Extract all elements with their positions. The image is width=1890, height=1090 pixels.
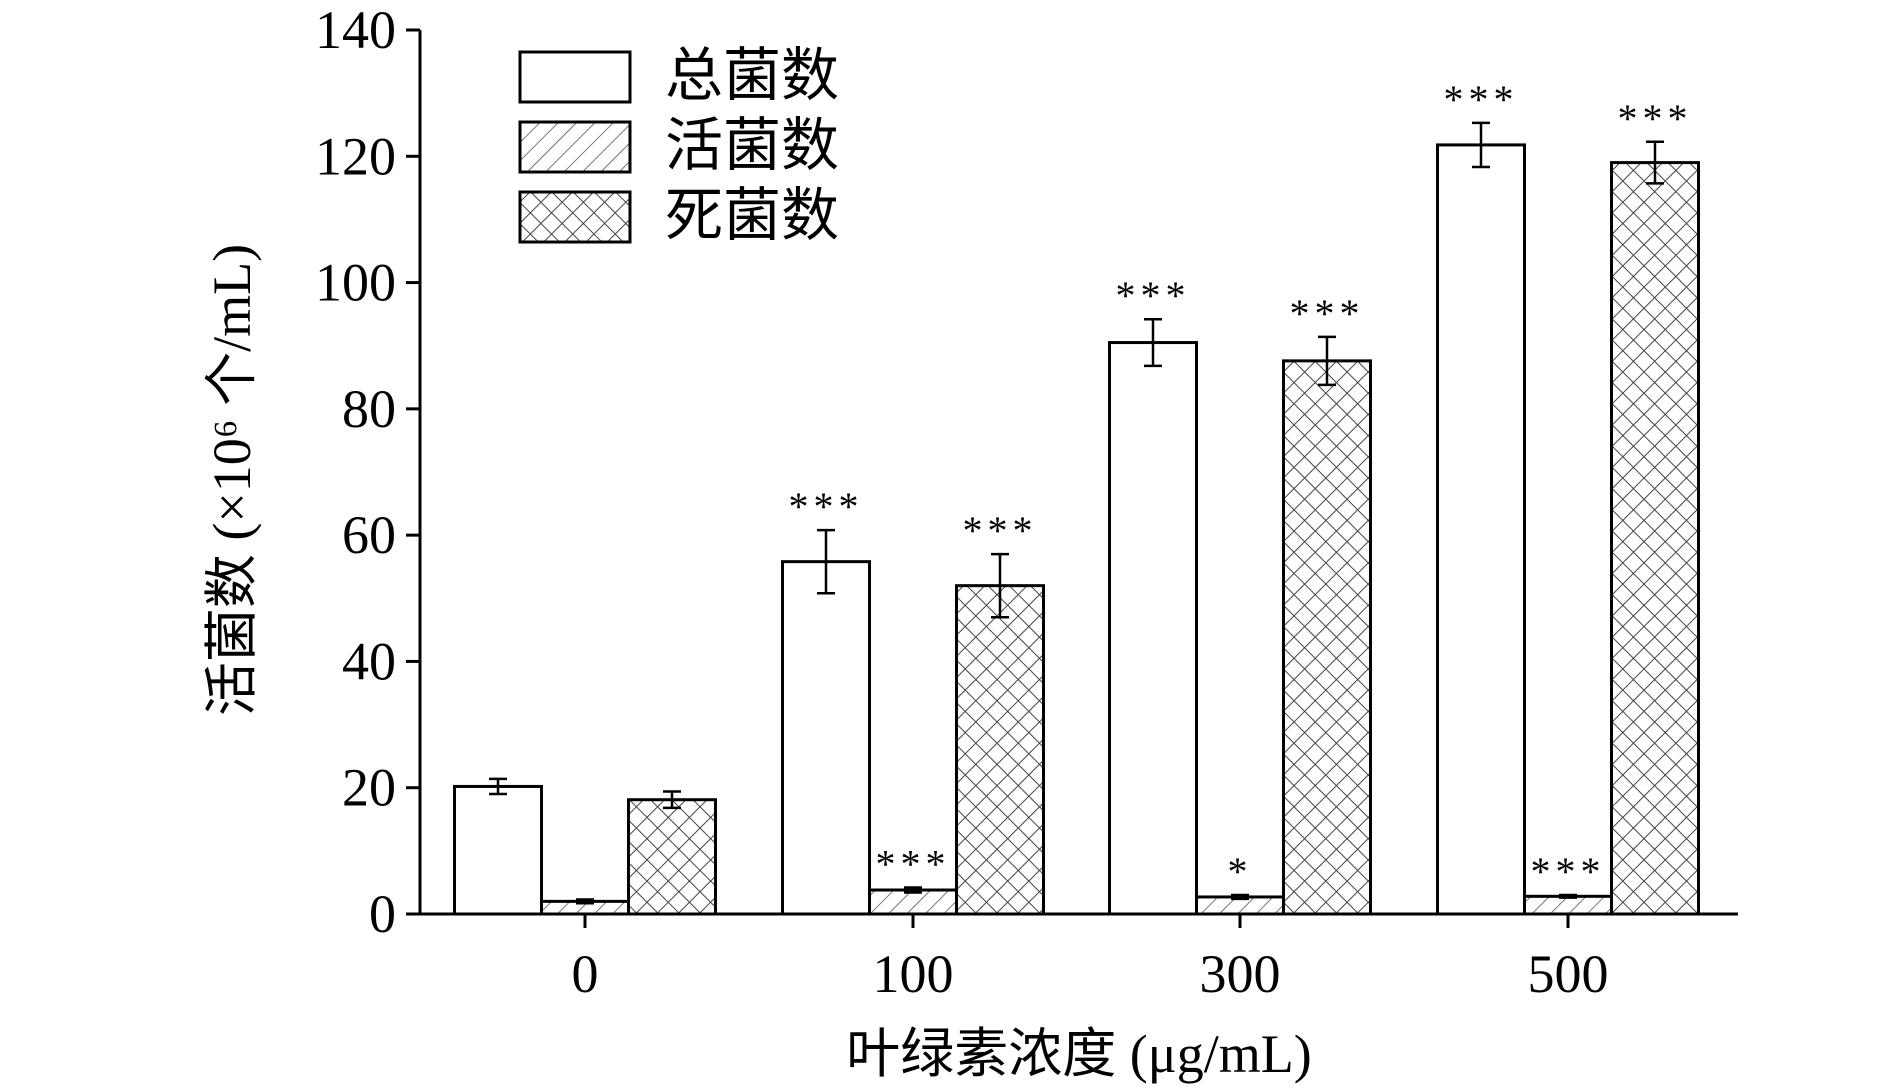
significance-mark: *** [1618,96,1693,141]
legend-swatch [518,190,632,244]
x-tick-label: 100 [873,944,954,1004]
axes [418,30,1738,916]
y-tick-label: 0 [369,884,396,944]
y-tick-label: 80 [342,379,396,439]
legend-swatch [518,50,632,104]
bar-0-1 [781,560,871,916]
x-ticks: 0 100 300 500 [572,914,1609,1004]
y-tick-label: 140 [315,0,396,60]
bar-2-3 [1610,161,1700,916]
bar-0-2 [1108,341,1198,916]
bar-2-0 [627,798,717,916]
bar-2-1 [955,584,1045,916]
x-tick-label: 300 [1200,944,1281,1004]
y-tick-label: 40 [342,631,396,691]
y-tick-label: 20 [342,758,396,818]
x-tick-label: 500 [1528,944,1609,1004]
legend-label: 总菌数 [665,43,839,108]
significance-mark: *** [1444,77,1519,122]
bar-0-0 [453,784,543,916]
y-tick-label: 100 [315,253,396,313]
legend-label: 活菌数 [665,113,839,178]
significance-mark: *** [963,508,1038,553]
bars-layer [453,143,1700,916]
x-axis-title: 叶绿素浓度 (μg/mL) [846,1024,1311,1084]
x-tick-label: 0 [572,944,599,1004]
bar-2-2 [1282,359,1372,916]
significance-layer: ************ * ************ [789,77,1693,894]
errorbars-layer [489,121,1664,905]
legend-swatch [518,120,632,174]
y-tick-label: 60 [342,505,396,565]
significance-mark: *** [1290,291,1365,336]
significance-mark: *** [1531,849,1606,894]
significance-mark: *** [876,841,951,886]
legend-label: 死菌数 [665,183,839,248]
y-tick-label: 120 [315,126,396,186]
significance-mark: * [1228,849,1253,894]
bar-1-3 [1523,894,1613,916]
y-ticks: 0 20 40 60 80 100 120 140 [315,0,420,944]
significance-mark: *** [1116,273,1191,318]
significance-mark: *** [789,484,864,529]
bar-0-3 [1436,143,1526,916]
y-axis-title: 活菌数 (×10⁶ 个/mL) [202,244,262,716]
